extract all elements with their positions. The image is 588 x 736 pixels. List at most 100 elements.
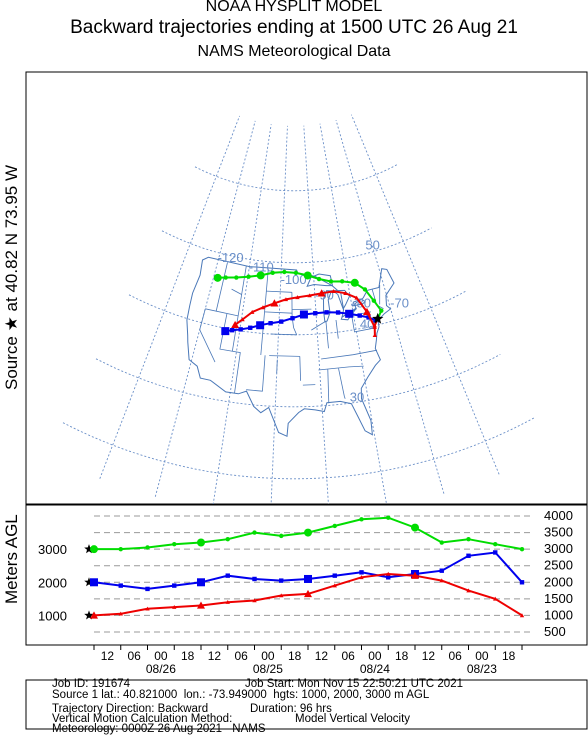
state-border [335, 319, 339, 339]
longitude-line [99, 115, 241, 479]
source-star-icon [84, 577, 94, 587]
hour-tick-label: 00 [475, 649, 489, 663]
hour-tick-label: 06 [234, 649, 248, 663]
trajectory-point [252, 530, 257, 535]
hour-tick-label: 12 [208, 649, 222, 663]
trajectory-point [290, 316, 295, 321]
state-border [299, 356, 301, 381]
trajectory-point [439, 568, 444, 573]
trajectory-point [303, 271, 312, 280]
trajectory-point [372, 332, 378, 337]
trajectory-point [279, 593, 284, 598]
date-label: 08/24 [360, 662, 390, 676]
longitude-label: -100 [281, 272, 307, 287]
trajectory-point [304, 528, 312, 537]
trajectory-point [90, 611, 98, 619]
trajectory-point [295, 295, 300, 300]
hour-tick-label: 12 [422, 649, 436, 663]
trajectory-point [359, 517, 364, 522]
state-border [231, 266, 247, 352]
model-title: NOAA HYSPLIT MODEL [205, 0, 383, 15]
latitude-label: 30 [350, 390, 364, 405]
date-label: 08/25 [253, 662, 283, 676]
trajectory-direction: Trajectory Direction: Backward [52, 703, 209, 715]
trajectory-point [240, 317, 245, 322]
trajectory-point [362, 307, 371, 316]
trajectory-point [225, 599, 230, 604]
trajectory-point [197, 538, 205, 547]
trajectory-point [466, 537, 471, 542]
longitude-line [319, 123, 387, 504]
trajectory-point [299, 310, 308, 319]
trajectory-point [118, 611, 123, 616]
trajectory-point [339, 279, 345, 284]
longitude-line [270, 125, 288, 504]
state-border [291, 292, 298, 335]
longitude-line [212, 124, 272, 504]
right-height-tick: 3000 [544, 541, 573, 556]
trajectory-tracks [213, 269, 384, 337]
trajectory-point [145, 606, 150, 611]
hour-tick-label: 18 [395, 649, 409, 663]
state-border [269, 355, 300, 357]
hour-tick-label: 18 [181, 649, 195, 663]
date-label: 08/26 [146, 662, 176, 676]
trajectory-point [466, 588, 471, 593]
trajectory-point [335, 310, 341, 315]
trajectory-point [145, 545, 150, 550]
great-lake [340, 307, 357, 321]
trajectory-point [283, 297, 289, 302]
trajectory-point [270, 270, 275, 276]
trajectory-point [282, 269, 287, 275]
trajectory-point [371, 298, 377, 303]
trajectory-point [316, 276, 322, 282]
right-height-tick: 1000 [544, 607, 573, 622]
trajectory-point [90, 545, 98, 554]
longitude-line [154, 120, 256, 497]
height-panel: 4000350030002500200015001000500300020001… [38, 508, 573, 676]
source-star-icon [84, 610, 94, 620]
trajectory-point [221, 327, 230, 336]
longitude-line [335, 119, 445, 494]
trajectory-point [225, 573, 230, 578]
right-height-tick: 4000 [544, 508, 573, 523]
state-border [276, 359, 278, 374]
trajectory-point [331, 289, 336, 294]
trajectory-point [411, 571, 419, 579]
trajectory-point [260, 305, 266, 310]
info-box-frame [25, 679, 588, 730]
trajectory-point [493, 550, 498, 555]
trajectory-point [379, 308, 384, 313]
trajectory-point [519, 580, 525, 585]
trajectory-point [328, 279, 334, 284]
trajectory-point [172, 583, 177, 588]
left-height-tick: 1000 [38, 608, 67, 623]
trajectory-point [225, 537, 230, 542]
trajectory-point [231, 320, 240, 329]
state-border [311, 320, 327, 331]
trajectory-point [332, 573, 337, 578]
right-height-tick: 2500 [544, 558, 573, 573]
trajectory-point [357, 313, 362, 318]
state-border [205, 308, 239, 317]
trajectory-point [466, 553, 471, 558]
trajectory-point [366, 315, 371, 320]
trajectory-point [519, 546, 525, 552]
state-border [318, 365, 364, 371]
hour-tick-label: 00 [154, 649, 168, 663]
trajectory-point [304, 574, 312, 583]
latitude-line [62, 417, 535, 480]
trajectory-point [252, 598, 257, 603]
trajectory-point [362, 287, 368, 292]
latitude-label: 50 [365, 237, 379, 252]
trajectory-point [332, 583, 337, 588]
trajectory-point [372, 324, 377, 329]
trajectory-point [313, 311, 318, 316]
state-border [270, 333, 297, 336]
state-border [351, 315, 373, 333]
state-border [246, 355, 266, 392]
trajectory-point [230, 327, 235, 333]
trajectory-point [386, 515, 391, 520]
trajectory-point [439, 578, 444, 583]
